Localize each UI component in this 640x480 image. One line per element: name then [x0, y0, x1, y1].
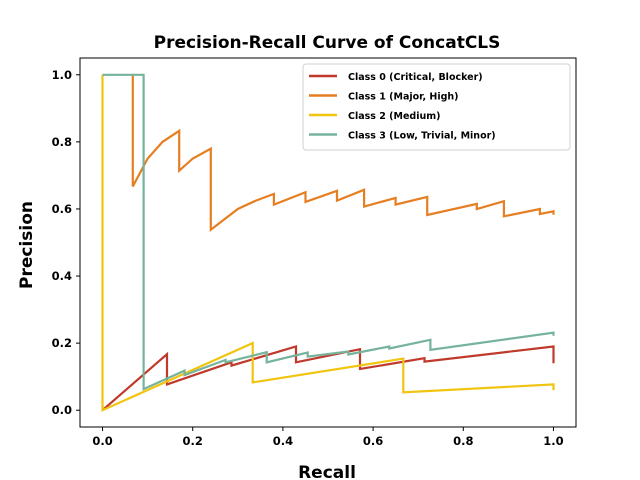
legend-label-2: Class 2 (Medium) [348, 111, 440, 122]
y-tick-label: 0.8 [52, 135, 72, 149]
chart-title: Precision-Recall Curve of ConcatCLS [154, 33, 501, 53]
x-tick-label: 0.0 [92, 434, 112, 448]
y-tick-label: 0.0 [52, 403, 72, 417]
y-tick-label: 1.0 [52, 68, 72, 82]
series-line-2 [101, 74, 555, 412]
y-axis-label: Precision [17, 201, 37, 289]
legend-label-1: Class 1 (Major, High) [348, 92, 458, 103]
x-tick-label: 0.2 [183, 434, 203, 448]
y-tick-label: 0.2 [52, 336, 72, 350]
plot-area: 0.0 0.2 0.4 0.6 0.8 1.0 0.0 0.2 0.4 0.6 0.8 1.0 [52, 57, 577, 448]
series-line-3 [102, 73, 555, 391]
plot-frame [79, 57, 577, 428]
y-tick-label: 0.6 [52, 202, 72, 216]
x-tick-label: 0.8 [453, 434, 473, 448]
y-tick-label: 0.4 [52, 269, 72, 283]
legend-box [302, 63, 571, 151]
legend: Class 0 (Critical, Blocker) Class 1 (Majo… [302, 63, 571, 151]
series-line-1 [131, 74, 555, 233]
series-line-0 [101, 345, 555, 412]
legend-label-3: Class 3 (Low, Trivial, Minor) [348, 131, 496, 142]
x-tick-label: 0.4 [273, 434, 293, 448]
x-tick-label: 0.6 [363, 434, 383, 448]
x-tick-label: 1.0 [543, 434, 563, 448]
x-axis-label: Recall [298, 463, 356, 480]
legend-label-0: Class 0 (Critical, Blocker) [348, 72, 483, 83]
